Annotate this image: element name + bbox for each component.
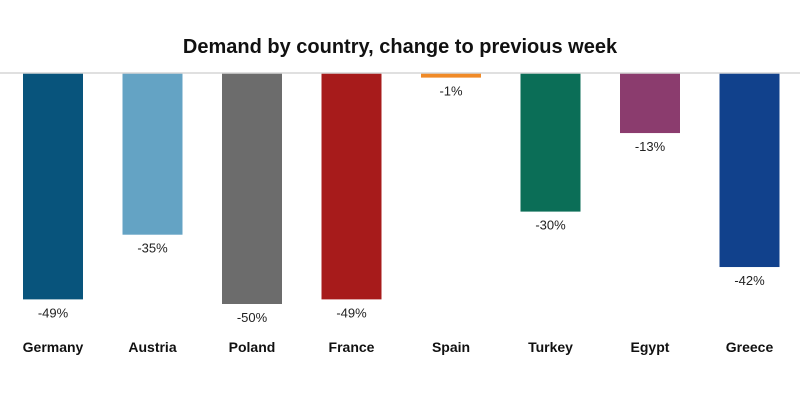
value-label-greece: -42% bbox=[734, 273, 765, 288]
category-label-spain: Spain bbox=[432, 339, 470, 355]
bars-layer bbox=[23, 73, 780, 304]
value-label-austria: -35% bbox=[137, 241, 168, 256]
category-label-greece: Greece bbox=[726, 339, 774, 355]
category-label-poland: Poland bbox=[229, 339, 276, 355]
bar-germany bbox=[23, 73, 83, 300]
bar-france bbox=[321, 73, 382, 300]
bar-greece bbox=[719, 73, 780, 268]
value-label-germany: -49% bbox=[38, 305, 69, 320]
value-label-poland: -50% bbox=[237, 310, 268, 325]
bar-spain bbox=[421, 73, 481, 78]
value-label-egypt: -13% bbox=[635, 139, 666, 154]
value-label-spain: -1% bbox=[439, 84, 463, 99]
chart-title: Demand by country, change to previous we… bbox=[182, 36, 618, 58]
bar-austria bbox=[122, 73, 183, 235]
bar-egypt bbox=[620, 73, 680, 134]
value-label-turkey: -30% bbox=[535, 218, 566, 233]
category-label-turkey: Turkey bbox=[528, 339, 573, 355]
labels-layer: -49% Germany -35% Austria -50% Poland -49% Fran… bbox=[23, 84, 774, 355]
bar-poland bbox=[222, 73, 282, 304]
category-label-germany: Germany bbox=[23, 339, 84, 355]
category-label-austria: Austria bbox=[128, 339, 176, 355]
bar-turkey bbox=[520, 73, 581, 212]
category-label-france: France bbox=[329, 339, 375, 355]
category-label-egypt: Egypt bbox=[631, 339, 670, 355]
value-label-france: -49% bbox=[336, 305, 367, 320]
